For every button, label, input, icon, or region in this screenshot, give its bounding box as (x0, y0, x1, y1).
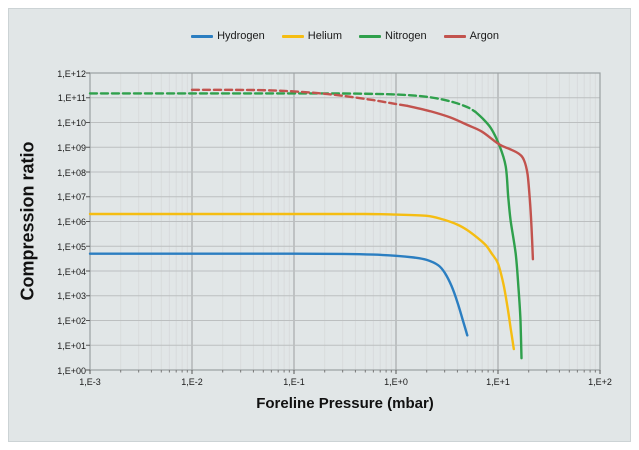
series-line-hydrogen (88, 252, 469, 337)
legend-line-swatch (359, 34, 381, 38)
series-line-argon (190, 88, 409, 108)
y-axis-title: Compression ratio (17, 141, 38, 301)
legend-item-argon: Argon (443, 30, 499, 42)
x-axis-title: Foreline Pressure (mbar) (256, 395, 434, 412)
legend-line-swatch (443, 34, 466, 38)
legend-label: Hydrogen (217, 30, 265, 42)
series-line-nitrogen (474, 110, 523, 360)
legend-line-swatch (281, 34, 304, 38)
legend-label: Helium (307, 30, 342, 42)
legend-label: Argon (469, 30, 499, 42)
legend-line-swatch (191, 34, 214, 38)
legend-label: Nitrogen (385, 30, 427, 42)
plot-area (86, 72, 601, 374)
series-line-nitrogen (88, 92, 477, 113)
legend-item-helium: Helium (281, 30, 342, 42)
legend-item-hydrogen: Hydrogen (191, 30, 265, 42)
legend: Hydrogen Helium Nitrogen Argon (90, 30, 600, 42)
series-line-helium (88, 212, 515, 351)
series-line-argon (406, 104, 535, 261)
legend-item-nitrogen: Nitrogen (359, 30, 427, 42)
